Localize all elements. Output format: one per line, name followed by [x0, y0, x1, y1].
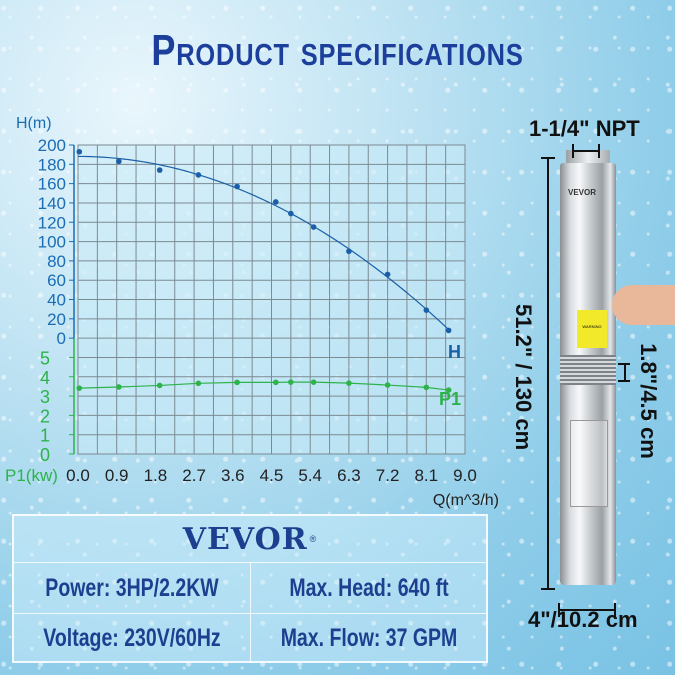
x-tick-label: 2.7: [182, 466, 206, 485]
diameter-label: 4"/10.2 cm: [528, 607, 638, 632]
dimension-cap: [618, 380, 630, 382]
x-tick-label: 1.8: [144, 466, 168, 485]
x-tick-label: 3.6: [221, 466, 245, 485]
data-point-P1: [288, 379, 294, 385]
spec-table: VEVOR ® Power: 3HP/2.2KW Max. Head: 640 f…: [12, 514, 488, 663]
spec-power: Power: 3HP/2.2KW: [45, 574, 219, 602]
length-dimension-line: [547, 157, 549, 590]
h-tick-label: 40: [47, 291, 66, 310]
data-point-H: [156, 167, 163, 173]
outlet-label: 1-1/4" NPT: [529, 116, 640, 141]
p1-axis-label: P1(kw): [5, 466, 58, 485]
p1-tick-label: 2: [40, 406, 50, 426]
diameter-dimension-line: [558, 609, 616, 611]
series-label-P1: P1: [439, 389, 461, 409]
brand-name: VEVOR: [182, 521, 308, 557]
h-tick-label: 160: [38, 175, 66, 194]
data-point-H: [346, 248, 352, 255]
vevor-logo: VEVOR ®: [14, 516, 486, 562]
data-point-P1: [116, 384, 122, 390]
outlet-dimension-line: [572, 150, 600, 152]
dimension-cap: [541, 157, 555, 159]
p1-tick-label: 5: [40, 348, 50, 368]
series-line-P1: [79, 381, 449, 391]
data-point-H: [288, 210, 294, 217]
x-tick-label: 9.0: [453, 466, 477, 485]
data-point-H: [423, 307, 430, 313]
dimension-cap: [572, 144, 574, 158]
h-tick-label: 80: [47, 252, 66, 271]
divider: [250, 562, 251, 661]
spec-max-flow: Max. Flow: 37 GPM: [280, 624, 458, 652]
inlet-dimension-line: [624, 363, 626, 381]
h-tick-label: 140: [38, 194, 66, 213]
spec-voltage: Voltage: 230V/60Hz: [43, 624, 221, 652]
length-label: 51.2" / 130 cm: [511, 304, 536, 451]
p1-tick-label: 1: [40, 426, 50, 446]
x-tick-label: 4.5: [260, 466, 284, 485]
x-axis-label: Q(m^3/h): [433, 492, 499, 509]
dimension-cap: [541, 588, 555, 590]
h-tick-label: 100: [38, 233, 66, 252]
hand: [612, 285, 675, 325]
p1-tick-label: 3: [40, 387, 50, 407]
data-point-H: [310, 224, 317, 230]
data-point-P1: [156, 382, 163, 389]
performance-chart: 200180160140120100806040200543210H(m)P1(…: [5, 115, 499, 509]
h-tick-label: 60: [47, 271, 66, 290]
data-point-P1: [234, 379, 240, 386]
x-tick-label: 0.0: [66, 466, 90, 485]
p1-tick-label: 4: [40, 368, 50, 388]
data-point-H: [273, 199, 279, 205]
pump-spec-plate: [570, 420, 608, 507]
data-point-H: [116, 158, 122, 165]
h-tick-label: 180: [38, 155, 66, 174]
x-tick-label: 0.9: [105, 466, 129, 485]
data-point-H: [195, 172, 202, 178]
h-tick-label: 120: [38, 213, 66, 232]
data-point-H: [445, 327, 452, 334]
data-point-P1: [195, 380, 202, 387]
data-point-H: [76, 148, 83, 155]
h-tick-label: 0: [57, 329, 66, 348]
h-axis-label: H(m): [16, 115, 52, 132]
pump-brand-label: VEVOR: [568, 188, 597, 197]
series-label-H: H: [448, 342, 461, 362]
data-point-P1: [76, 385, 83, 391]
data-point-P1: [384, 382, 391, 388]
dimension-cap: [558, 603, 560, 617]
dimension-cap: [618, 363, 630, 365]
registered-mark: ®: [309, 534, 318, 544]
x-tick-label: 6.3: [337, 466, 361, 485]
data-point-P1: [445, 387, 452, 393]
warning-label: WARNING: [577, 310, 607, 348]
data-point-P1: [346, 380, 352, 386]
spec-max-head: Max. Head: 640 ft: [289, 574, 449, 602]
x-tick-label: 5.4: [298, 466, 322, 485]
dimension-cap: [598, 144, 600, 158]
data-point-H: [384, 271, 391, 278]
pump-body-lower: [560, 385, 616, 585]
inlet-height-label: 1.8"/4.5 cm: [636, 343, 661, 459]
data-point-P1: [273, 379, 279, 386]
h-tick-label: 200: [38, 136, 66, 155]
x-tick-label: 7.2: [376, 466, 400, 485]
x-tick-label: 8.1: [414, 466, 438, 485]
h-tick-label: 20: [47, 310, 66, 329]
pump-inlet-screen: [560, 355, 616, 385]
data-point-P1: [310, 379, 317, 385]
dimension-cap: [614, 603, 616, 617]
page-title: Product specifications: [151, 26, 524, 75]
data-point-P1: [423, 384, 430, 391]
data-point-H: [234, 183, 240, 190]
p1-tick-label: 0: [40, 445, 50, 465]
